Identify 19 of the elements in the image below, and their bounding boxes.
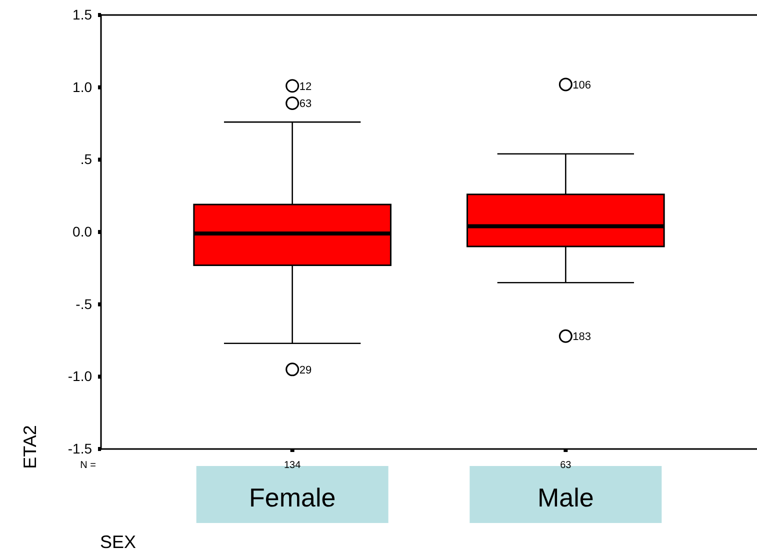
annotation: 12	[299, 80, 312, 93]
y-tick-label: 1.5	[72, 6, 92, 22]
y-tick-label: -1.5	[68, 440, 92, 456]
text: N =	[80, 460, 96, 471]
annotation: 29	[299, 364, 312, 376]
x-tick-label: Female	[248, 482, 336, 512]
annotation: 63	[299, 98, 312, 110]
y-tick-label: 1.0	[72, 78, 92, 95]
x-tick-label: Male	[537, 482, 594, 512]
x-axis-title: SEX	[100, 532, 136, 551]
text: 63	[560, 460, 572, 471]
y-tick-label: .5	[80, 151, 92, 168]
y-tick-label: 0.0	[72, 223, 92, 240]
annotation: 183	[572, 331, 592, 344]
y-tick-label: -1.0	[68, 368, 92, 384]
y-tick-label: -.5	[76, 296, 92, 312]
y-axis-title: ETA2	[20, 425, 40, 469]
text: 134	[284, 460, 302, 471]
annotation: 106	[572, 79, 592, 92]
